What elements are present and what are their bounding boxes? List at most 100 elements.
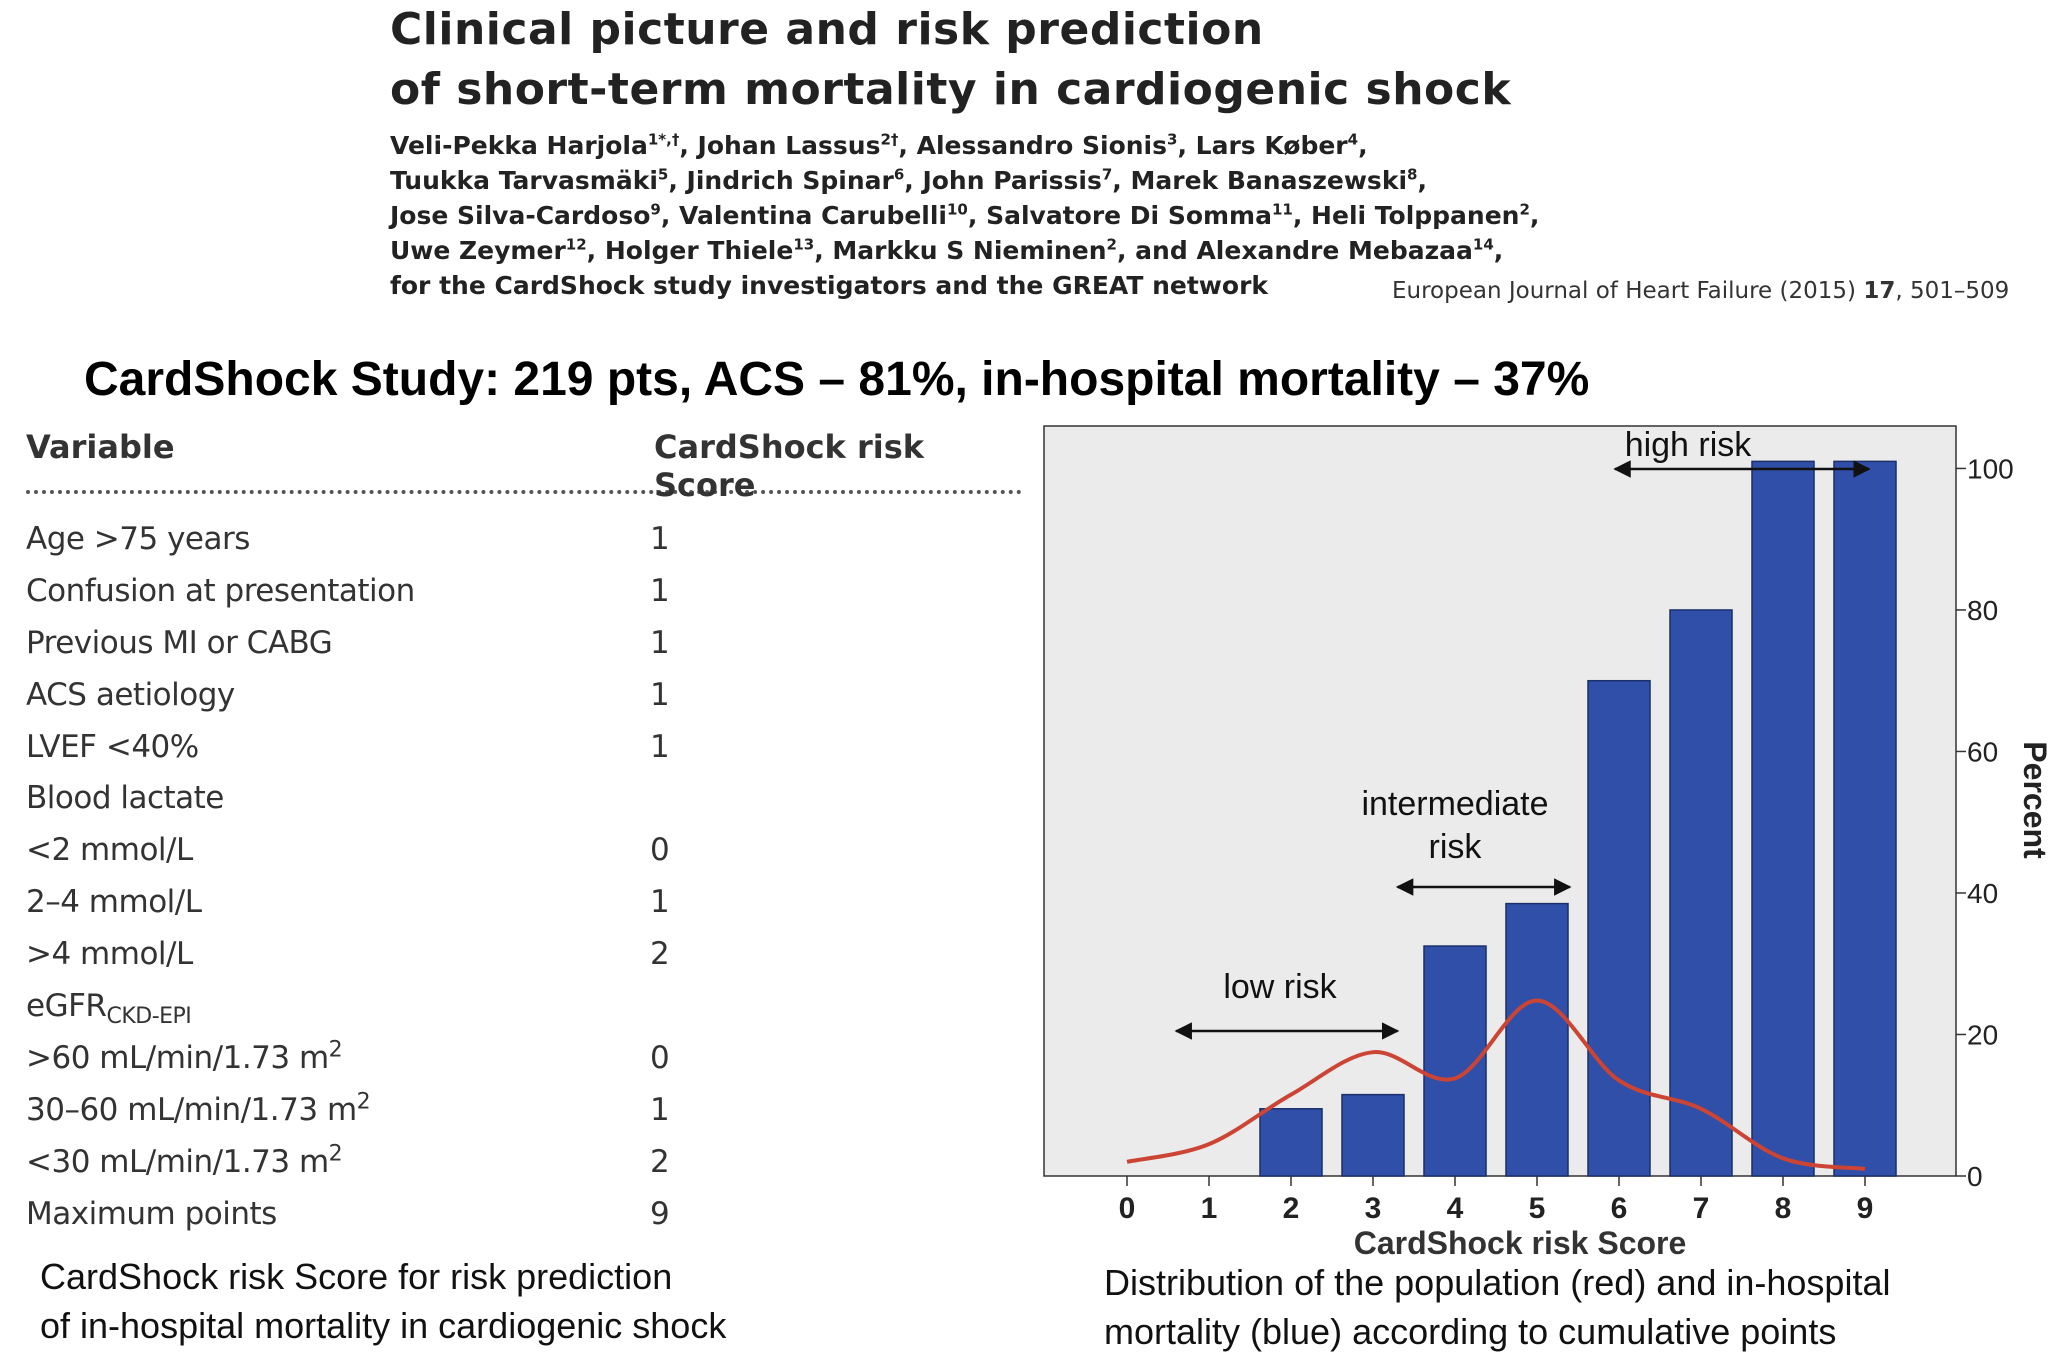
variable-cell: 2–4 mmol/L: [26, 884, 202, 921]
author-affiliation: 11: [1271, 200, 1293, 219]
table-row: >4 mmol/L 2: [26, 929, 786, 981]
variable-cell: Maximum points: [26, 1195, 277, 1232]
y-tick-label: 40: [1967, 878, 1998, 909]
author-line: Uwe Zeymer12, Holger Thiele13, Markku S …: [390, 233, 1590, 268]
table-row: eGFRCKD-EPI: [26, 981, 786, 1033]
bar-score-5: [1505, 902, 1569, 1177]
points-cell: 1: [650, 624, 670, 661]
author-name: , John Parissis: [904, 166, 1102, 195]
author-name: ,: [1493, 236, 1504, 265]
points-cell: 1: [650, 521, 670, 557]
author-name: Jose Silva-Cardoso: [390, 201, 651, 230]
author-name: , Lars Køber: [1177, 131, 1348, 160]
variable-cell: Confusion at presentation: [26, 572, 415, 609]
table-caption-line-2: of in-hospital mortality in cardiogenic …: [40, 1305, 727, 1346]
table-row: Blood lactate: [26, 773, 786, 825]
author-name: Tuukka Tarvasmäki: [390, 166, 658, 195]
table-row: <30 mL/min/1.73 m2 2: [26, 1137, 786, 1189]
author-affiliation: 2: [1519, 200, 1530, 219]
table-header: Variable CardShock risk Score: [26, 428, 1022, 504]
table-row: Confusion at presentation 1: [26, 566, 786, 618]
variable-cell: <30 mL/min/1.73 m2: [26, 1141, 343, 1180]
paper-title: Clinical picture and risk prediction of …: [390, 0, 1790, 120]
author-list: Veli-Pekka Harjola1*,†, Johan Lassus2†, …: [390, 128, 1590, 303]
points-cell: 1: [650, 1091, 670, 1128]
x-tick-label: 0: [1119, 1192, 1136, 1225]
points-cell: 2: [650, 936, 670, 973]
bar-score-3: [1341, 1093, 1405, 1177]
y-tick-label: 0: [1967, 1161, 1983, 1192]
author-affiliation: 13: [793, 235, 815, 254]
table-row: Previous MI or CABG 1: [26, 618, 786, 670]
author-line: Tuukka Tarvasmäki5, Jindrich Spinar6, Jo…: [390, 163, 1590, 198]
population-curve: [1126, 998, 1866, 1171]
author-name: Veli-Pekka Harjola: [390, 131, 648, 160]
author-affiliation: 14: [1472, 235, 1494, 254]
variable-cell: <2 mmol/L: [26, 832, 193, 869]
author-line: Jose Silva-Cardoso9, Valentina Carubelli…: [390, 198, 1590, 233]
y-tick-label: 100: [1967, 453, 2014, 484]
author-affiliation: 12: [565, 235, 587, 254]
variable-cell: >60 mL/min/1.73 m2: [26, 1037, 343, 1076]
points-cell: 1: [650, 728, 670, 765]
author-affiliation: 10: [947, 200, 968, 219]
variable-cell: Previous MI or CABG: [26, 624, 333, 661]
variable-cell: 30–60 mL/min/1.73 m2: [26, 1089, 371, 1128]
author-name: ,: [1417, 166, 1427, 195]
x-tick-label: 5: [1529, 1192, 1546, 1225]
variable-cell: eGFRCKD-EPI: [26, 988, 192, 1030]
variable-superscript: 2: [356, 1089, 371, 1115]
points-cell: 9: [650, 1195, 670, 1232]
x-tick-label: 1: [1201, 1192, 1218, 1225]
author-affiliation: 2†: [880, 130, 899, 149]
author-affiliation: 6: [893, 165, 905, 184]
author-affiliation: 4: [1347, 130, 1359, 149]
table-row: ACS aetiology 1: [26, 670, 786, 722]
table-row: Maximum points 9: [26, 1189, 786, 1241]
author-name: , Valentina Carubelli: [660, 201, 947, 230]
chart-caption: Distribution of the population (red) and…: [1104, 1258, 2024, 1356]
journal-citation: European Journal of Heart Failure (2015)…: [1392, 278, 2032, 304]
author-name: , Johan Lassus: [679, 131, 881, 160]
chart-caption-line-1: Distribution of the population (red) and…: [1104, 1262, 1891, 1303]
variable-subscript: CKD-EPI: [106, 1004, 192, 1030]
study-summary: CardShock Study: 219 pts, ACS – 81%, in-…: [84, 353, 1590, 406]
variable-cell: >4 mmol/L: [26, 936, 193, 973]
journal-volume: 17: [1863, 278, 1896, 304]
author-affiliation: 8: [1407, 165, 1418, 184]
x-tick-label: 9: [1857, 1192, 1874, 1225]
variable-cell: ACS aetiology: [26, 676, 235, 713]
header-score: CardShock risk Score: [654, 428, 925, 504]
paper-title-line-1: Clinical picture and risk prediction: [390, 4, 1264, 55]
header-variable: Variable: [26, 428, 175, 466]
author-name: ,: [1358, 131, 1368, 160]
table-row: LVEF <40% 1: [26, 722, 786, 774]
table-caption-line-1: CardShock risk Score for risk prediction: [40, 1256, 673, 1297]
journal-name: European Journal of Heart Failure (2015): [1392, 278, 1864, 304]
points-cell: 1: [650, 884, 670, 921]
intermediate-risk-label-line-2: risk: [1429, 828, 1483, 866]
x-tick-label: 8: [1775, 1192, 1792, 1225]
bar-score-2: [1259, 1108, 1323, 1177]
variable-superscript: 2: [328, 1037, 343, 1063]
author-name: , Heli Tolppanen: [1292, 201, 1520, 230]
author-name: , and Alexandre Mebazaa: [1116, 236, 1473, 265]
bar-score-7: [1669, 609, 1733, 1177]
table-row: >60 mL/min/1.73 m2 0: [26, 1033, 786, 1085]
points-cell: 0: [650, 832, 670, 869]
variable-superscript: 2: [328, 1141, 343, 1167]
author-name: , Holger Thiele: [586, 236, 794, 265]
paper-title-line-2: of short-term mortality in cardiogenic s…: [390, 64, 1512, 115]
author-affiliation: 2: [1106, 235, 1117, 254]
variable-cell: Age >75 years: [26, 521, 250, 557]
high-risk-label: high risk: [1625, 426, 1753, 464]
variable-cell: LVEF <40%: [26, 728, 199, 765]
y-tick-label: 60: [1967, 736, 1998, 767]
intermediate-risk-label-line-1: intermediate: [1361, 785, 1548, 823]
author-name: ,: [1529, 201, 1540, 230]
author-name: , Jindrich Spinar: [668, 166, 894, 195]
author-affiliation: 5: [657, 165, 669, 184]
x-tick-label: 6: [1611, 1192, 1628, 1225]
table-row: 30–60 mL/min/1.73 m2 1: [26, 1085, 786, 1137]
